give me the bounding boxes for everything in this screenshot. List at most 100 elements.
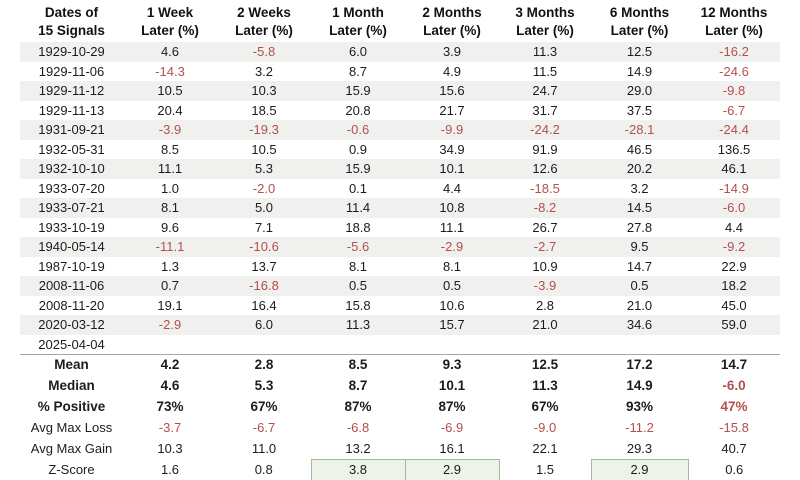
summary-label-cell: Median — [48, 378, 95, 393]
return-value-cell: -9.2 — [688, 237, 780, 257]
return-value-cell: 8.1 — [348, 258, 368, 274]
return-value-cell: -2.0 — [252, 180, 276, 196]
signal-date-cell: 1929-11-13 — [38, 102, 105, 118]
return-value-cell: 0.9 — [348, 141, 368, 157]
summary-value-cell: -6.8 — [346, 420, 370, 435]
return-value-cell: 9.5 — [591, 237, 688, 257]
return-value-cell: 10.6 — [439, 297, 465, 313]
summary-value-cell: 8.5 — [311, 353, 405, 375]
return-value-cell — [405, 335, 499, 355]
summary-value-cell: 14.7 — [688, 353, 780, 375]
return-value-cell: 91.9 — [532, 141, 558, 157]
summary-value-cell: 0.6 — [725, 462, 744, 477]
header-line2: Later (%) — [610, 23, 669, 38]
signals-returns-table: Dates of 15 Signals 1 Week Later (%) 2 W… — [20, 0, 780, 480]
summary-body: Mean 4.2 2.8 8.5 9.3 12.5 17.2 14.7 Median 4.6 5.3… — [20, 353, 780, 480]
return-value-cell: 18.2 — [688, 276, 780, 296]
return-value-cell: 46.1 — [688, 159, 780, 179]
summary-value-cell: -6.7 — [252, 420, 276, 435]
return-value-cell: 0.7 — [123, 276, 217, 296]
return-value-cell: 29.0 — [591, 81, 688, 101]
summary-value-cell: 67% — [531, 399, 559, 414]
summary-value-cell: -3.7 — [158, 420, 182, 435]
header-line2: Later (%) — [329, 23, 387, 38]
summary-value-cell: 67% — [250, 399, 278, 414]
column-header-2-months: 2 Months Later (%) — [405, 0, 499, 42]
return-value-cell: 4.4 — [724, 219, 744, 235]
return-value-cell: 59.0 — [688, 315, 780, 335]
return-value-cell: -16.8 — [217, 276, 311, 296]
summary-value-cell: 1.6 — [160, 462, 180, 477]
return-value-cell: -9.8 — [688, 81, 780, 101]
column-header-2-weeks: 2 Weeks Later (%) — [217, 0, 311, 42]
header-row: Dates of 15 Signals 1 Week Later (%) 2 W… — [20, 0, 780, 42]
return-value-cell: 15.6 — [405, 81, 499, 101]
table-row: 1933-10-19 9.6 7.1 18.8 11.1 26.7 27.8 4.4 — [20, 218, 780, 238]
column-header-dates: Dates of 15 Signals — [20, 0, 123, 42]
signal-date-cell: 2020-03-12 — [20, 315, 123, 335]
summary-row: Median 4.6 5.3 8.7 10.1 11.3 14.9 -6.0 — [20, 375, 780, 396]
column-header-1-month: 1 Month Later (%) — [311, 0, 405, 42]
return-value-cell: 14.5 — [591, 198, 688, 218]
return-value-cell: 6.0 — [311, 42, 405, 62]
return-value-cell: 15.9 — [311, 159, 405, 179]
return-value-cell: 22.9 — [721, 258, 747, 274]
summary-value-cell: 0.8 — [254, 462, 273, 477]
return-value-cell: 20.2 — [591, 159, 688, 179]
return-value-cell: -3.9 — [123, 120, 217, 140]
summary-label-cell: Z-Score — [48, 462, 95, 477]
summary-value-cell: 29.3 — [626, 440, 653, 456]
signal-date-cell: 1940-05-14 — [20, 237, 123, 257]
return-value-cell: 14.7 — [626, 258, 653, 274]
summary-value-cell: -6.9 — [440, 420, 464, 435]
summary-value-cell: 93% — [625, 399, 654, 414]
table-row: 1932-05-31 8.5 10.5 0.9 34.9 91.9 46.5 136.5 — [20, 140, 780, 160]
summary-row: Avg Max Loss -3.7 -6.7 -6.8 -6.9 -9.0 -11.2 -15… — [20, 417, 780, 438]
table-row: 1929-10-29 4.6 -5.8 6.0 3.9 11.3 12.5 -16.2 — [20, 42, 780, 62]
return-value-cell: 1.0 — [160, 180, 180, 196]
table-row: 2025-04-04 — [20, 335, 780, 355]
return-value-cell: 16.4 — [251, 297, 277, 313]
return-value-cell: 3.2 — [630, 180, 649, 196]
return-value-cell: 10.1 — [405, 159, 499, 179]
signal-date-cell: 2008-11-20 — [38, 297, 105, 313]
return-value-cell: 34.6 — [591, 315, 688, 335]
return-value-cell: -5.8 — [217, 42, 311, 62]
return-value-cell: 0.5 — [405, 276, 499, 296]
table-row: 1931-09-21 -3.9 -19.3 -0.6 -9.9 -24.2 -28.1 -24… — [20, 120, 780, 140]
header-line1: 1 Month — [332, 5, 384, 20]
summary-value-cell: 4.2 — [123, 353, 217, 375]
table-row: 1933-07-20 1.0 -2.0 0.1 4.4 -18.5 3.2 -14.9 — [20, 179, 780, 199]
column-header-6-months: 6 Months Later (%) — [591, 0, 688, 42]
header-line1: 3 Months — [515, 5, 575, 20]
table-row: 1929-11-13 20.4 18.5 20.8 21.7 31.7 37.5 -6.7 — [20, 101, 780, 121]
return-value-cell — [217, 335, 311, 355]
return-value-cell: 4.9 — [442, 63, 462, 79]
table-header: Dates of 15 Signals 1 Week Later (%) 2 W… — [20, 0, 780, 42]
header-line2: Later (%) — [705, 23, 763, 38]
return-value-cell: -24.2 — [499, 120, 591, 140]
return-value-cell: 24.7 — [499, 81, 591, 101]
table-row: 1940-05-14 -11.1 -10.6 -5.6 -2.9 -2.7 9.5 -9.2 — [20, 237, 780, 257]
return-value-cell: 18.8 — [345, 219, 371, 235]
header-line1: 2 Weeks — [237, 5, 291, 20]
return-value-cell: 34.9 — [439, 141, 465, 157]
return-value-cell: 20.8 — [345, 102, 371, 118]
signal-date-cell: 1933-10-19 — [38, 219, 105, 235]
summary-value-cell: 14.9 — [626, 378, 653, 393]
return-value-cell: 21.0 — [499, 315, 591, 335]
return-value-cell: 4.4 — [442, 180, 462, 196]
table-row: 1929-11-12 10.5 10.3 15.9 15.6 24.7 29.0 -9.8 — [20, 81, 780, 101]
return-value-cell: 10.9 — [532, 258, 558, 274]
signal-date-cell: 2008-11-06 — [20, 276, 123, 296]
summary-row: Avg Max Gain 10.3 11.0 13.2 16.1 22.1 29.3 40.7 — [20, 438, 780, 459]
header-line1: 6 Months — [609, 5, 670, 20]
summary-value-cell: 4.6 — [160, 378, 180, 393]
return-value-cell: 12.5 — [591, 42, 688, 62]
return-value-cell — [499, 335, 591, 355]
summary-row: Mean 4.2 2.8 8.5 9.3 12.5 17.2 14.7 — [20, 353, 780, 375]
return-value-cell — [311, 335, 405, 355]
return-value-cell: 8.1 — [442, 258, 462, 274]
header-line2: Later (%) — [141, 23, 199, 38]
summary-value-cell: 1.5 — [535, 462, 555, 477]
